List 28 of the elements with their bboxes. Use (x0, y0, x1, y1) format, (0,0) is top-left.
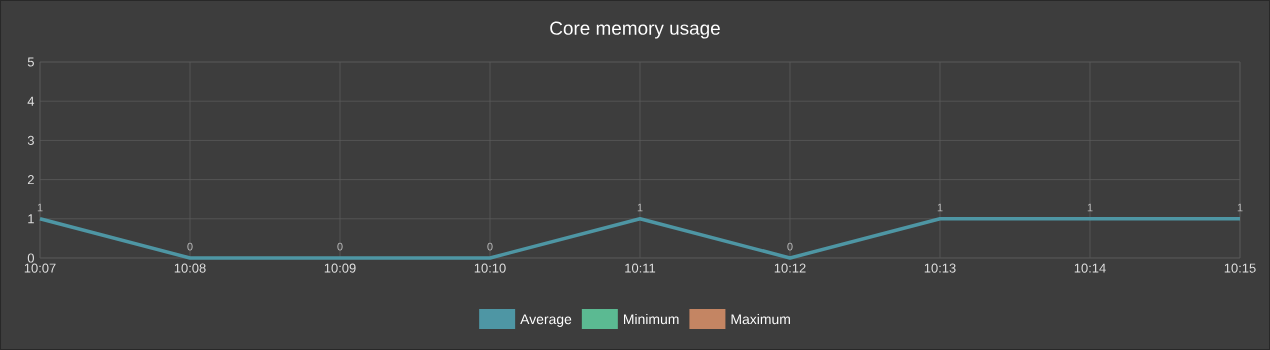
x-tick-label: 10:08 (174, 263, 206, 273)
x-tick-label: 10:09 (324, 263, 356, 273)
x-tick-label: 10:12 (774, 263, 806, 273)
chart-title: Core memory usage (550, 21, 720, 39)
data-label: 0 (337, 242, 343, 251)
x-tick-label: 10:07 (24, 263, 56, 273)
y-tick-label: 4 (27, 96, 35, 106)
x-tick-label: 10:13 (924, 263, 956, 273)
y-tick-label: 3 (27, 135, 34, 145)
x-tick-label: 10:11 (625, 263, 656, 273)
legend-label: Average (520, 314, 572, 327)
x-tick-label: 10:10 (474, 263, 506, 273)
data-label: 0 (187, 242, 193, 251)
legend-label: Maximum (731, 313, 790, 325)
data-label: 1 (37, 203, 43, 212)
data-label: 1 (1237, 203, 1243, 212)
data-label: 0 (787, 242, 793, 251)
legend-label: Minimum (623, 313, 679, 325)
data-label: 1 (937, 203, 943, 212)
data-label: 0 (487, 242, 493, 251)
y-tick-label: 5 (27, 57, 34, 67)
x-tick-label: 10:14 (1074, 263, 1106, 273)
x-tick-label: 10:15 (1224, 263, 1256, 273)
data-label: 1 (1087, 203, 1093, 212)
y-tick-label: 0 (27, 253, 34, 263)
y-tick-label: 2 (27, 175, 34, 185)
data-label: 1 (637, 203, 643, 212)
y-tick-label: 1 (28, 214, 34, 224)
